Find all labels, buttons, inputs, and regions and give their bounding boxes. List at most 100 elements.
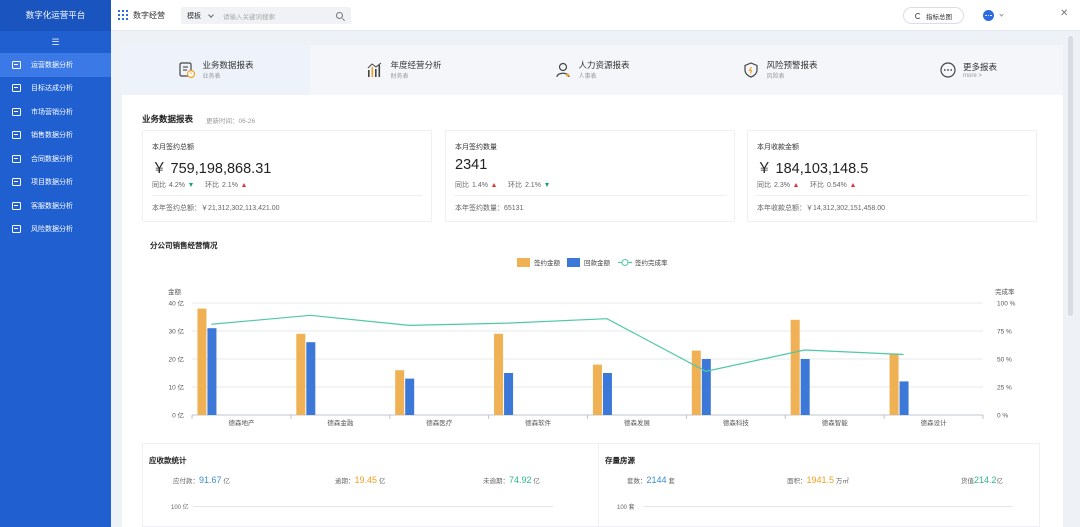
document-icon — [12, 84, 21, 93]
sidebar-item[interactable]: 目标达成分析 — [0, 77, 111, 101]
search-scope-select[interactable]: 模板 — [187, 12, 201, 20]
chevron-down-icon[interactable] — [208, 11, 214, 18]
kpi-compare: 同比 1.4% 环比 2.1% — [455, 180, 549, 190]
close-icon[interactable]: ✕ — [1060, 8, 1069, 19]
stat-value: 214.2 — [974, 475, 997, 485]
sidebar-item[interactable]: 项目数据分析 — [0, 171, 111, 195]
stat-unit: 套 — [668, 478, 675, 485]
sidebar-item-label: 客服数据分析 — [31, 202, 73, 210]
sidebar-item-label: 目标达成分析 — [31, 85, 73, 93]
y-right-tick-label: 75 % — [997, 329, 1012, 336]
tab-title: 年度经营分析 — [390, 60, 442, 70]
divider — [455, 195, 725, 196]
report-icon — [178, 61, 196, 79]
axis-tick-label: 100 亿 — [171, 505, 189, 511]
sidebar-item[interactable]: 客服数据分析 — [0, 194, 111, 218]
inventory-stat: 面积：1941.5 万㎡ — [787, 475, 849, 485]
inventory-title: 存量房源 — [605, 456, 635, 465]
stat-unit: 亿 — [533, 478, 540, 485]
search-icon[interactable] — [336, 12, 343, 19]
y-right-tick-label: 100 % — [997, 301, 1016, 308]
trend-up-icon — [793, 183, 798, 187]
tab-title: 风险预警报表 — [766, 60, 818, 70]
kpi-label: 本月收款金额 — [757, 144, 799, 151]
tab-subtitle: 业务表 — [202, 74, 221, 80]
search-bar[interactable]: 模板 请输入关键词搜索 — [181, 7, 351, 24]
x-tick-label: 德森软件 — [525, 418, 552, 427]
report-overview-button[interactable]: 指标总图 — [903, 7, 964, 24]
stat-label: 未逾期： — [483, 478, 509, 485]
refresh-icon — [915, 12, 921, 19]
trend-up-icon — [491, 183, 496, 187]
kpi-value: ￥ 759,198,868.31 — [152, 161, 272, 177]
divider — [152, 195, 422, 196]
x-tick-label: 德森医疗 — [426, 418, 453, 427]
stat-unit: 亿 — [223, 478, 230, 485]
stat-value: 91.67 — [199, 475, 222, 485]
axis-tick-label: 100 套 — [617, 505, 635, 511]
yoy-value: 2.3% — [774, 181, 790, 189]
y-tick-label: 10 亿 — [168, 383, 184, 392]
tab-risk-report[interactable]: 风险预警报表 风险表 — [686, 45, 874, 95]
menu-icon[interactable]: ☰ — [51, 37, 60, 47]
scrollbar[interactable] — [1068, 36, 1073, 316]
trend-down-icon — [544, 183, 549, 187]
document-icon — [12, 201, 21, 210]
bar-collection-amount — [899, 381, 909, 415]
y-tick-label: 40 亿 — [168, 299, 184, 308]
legend-swatch — [567, 258, 580, 267]
kpi-label: 本月签约数量 — [455, 144, 497, 151]
report-overview-label: 指标总图 — [926, 13, 952, 21]
bar-collection-amount — [602, 373, 612, 415]
tab-subtitle: 财务表 — [390, 74, 409, 80]
sidebar-item[interactable]: 风险数据分析 — [0, 218, 111, 242]
document-icon — [12, 60, 21, 69]
tab-business-report[interactable]: 业务数据报表 业务表 — [122, 45, 310, 95]
sidebar-item[interactable]: 运营数据分析 — [0, 53, 111, 77]
sidebar-item[interactable]: 合同数据分析 — [0, 147, 111, 171]
y-tick-label: 30 亿 — [168, 327, 184, 336]
app-name: 数字经营 — [133, 11, 165, 20]
sidebar-item-label: 项目数据分析 — [31, 179, 73, 187]
y-right-tick-label: 0 % — [997, 413, 1008, 420]
person-icon — [554, 61, 572, 79]
brand-title: 数字化运营平台 — [0, 0, 111, 31]
avatar[interactable] — [983, 10, 994, 21]
search-input[interactable]: 请输入关键词搜索 — [223, 13, 275, 21]
app-grid-icon[interactable] — [118, 10, 128, 20]
bar-contract-amount — [592, 364, 602, 415]
inventory-stat: 货值214.2亿 — [961, 475, 1003, 485]
gridline — [193, 506, 553, 507]
kpi-value: 2341 — [455, 157, 488, 173]
kpi-label: 本月签约总额 — [152, 144, 194, 151]
document-icon — [12, 107, 21, 116]
tab-more-reports[interactable]: 更多报表 more > — [874, 45, 1062, 95]
inventory-card: 存量房源 套数：2144 套 面积：1941.5 万㎡ 货值214.2亿 100… — [598, 443, 1040, 527]
kpi-card-contract-amount: 本月签约总额 ￥ 759,198,868.31 同比 4.2% 环比 2.1% 本年… — [142, 130, 432, 222]
tab-title: 业务数据报表 — [202, 60, 254, 70]
sidebar-item[interactable]: 市场营销分析 — [0, 100, 111, 124]
yoy-label: 同比 — [757, 182, 771, 189]
bar-collection-amount — [800, 359, 810, 415]
bar-chart-icon — [366, 61, 384, 79]
receivables-stat: 逾期：19.45 亿 — [335, 475, 385, 485]
tab-subtitle: 人事表 — [578, 74, 597, 80]
chevron-down-icon[interactable] — [999, 12, 1004, 17]
legend-label: 回款金额 — [584, 258, 611, 267]
shield-icon — [742, 61, 760, 79]
tab-hr-report[interactable]: 人力资源报表 人事表 — [498, 45, 686, 95]
document-icon — [12, 225, 21, 234]
legend-label: 签约完成率 — [635, 258, 668, 267]
stat-value: 74.92 — [509, 475, 532, 485]
yoy-value: 1.4% — [472, 181, 488, 189]
sidebar-item[interactable]: 销售数据分析 — [0, 124, 111, 148]
chart-title: 分公司销售经营情况 — [150, 241, 218, 250]
y-tick-label: 0 亿 — [172, 411, 184, 420]
sidebar-item-label: 合同数据分析 — [31, 155, 73, 163]
bar-collection-amount — [306, 342, 316, 415]
tab-annual-analysis[interactable]: 年度经营分析 财务表 — [310, 45, 498, 95]
kpi-annual-total: 本年签约数量：65131 — [455, 205, 524, 212]
yoy-value: 4.2% — [169, 181, 185, 189]
trend-up-icon — [241, 183, 246, 187]
y-tick-label: 20 亿 — [168, 355, 184, 364]
